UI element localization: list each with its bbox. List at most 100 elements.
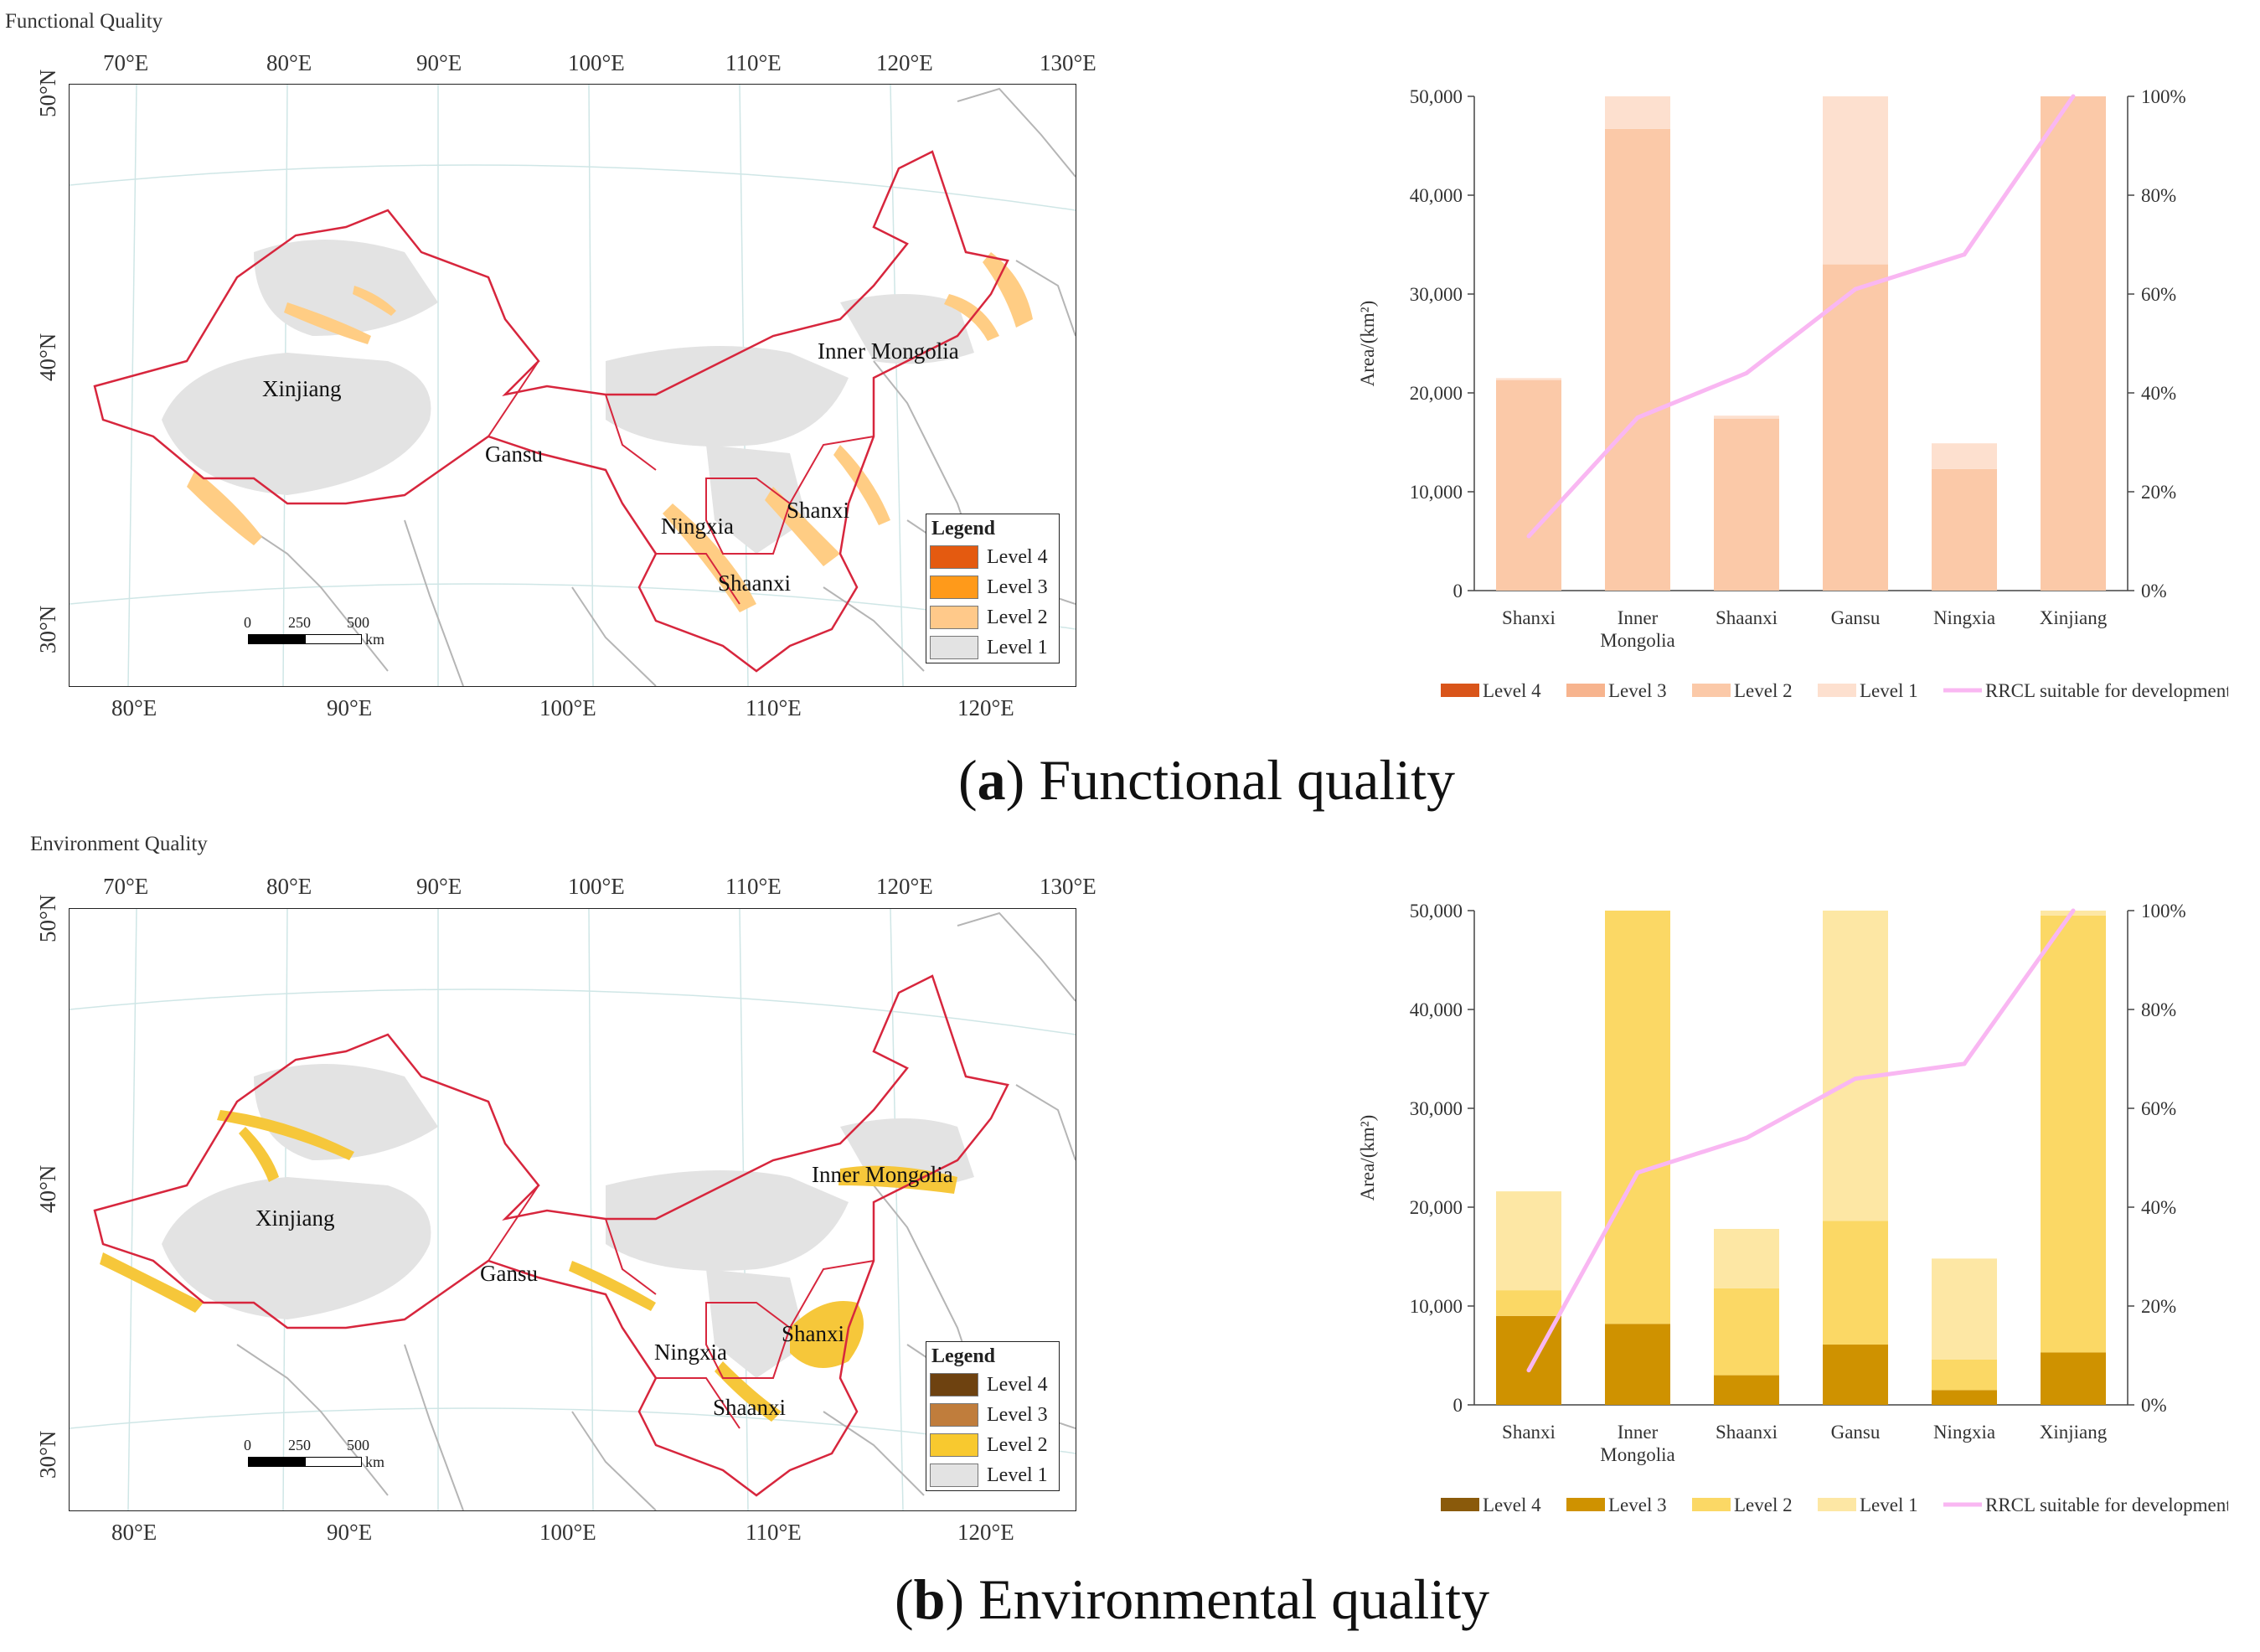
y2-tick-label: 60% — [2141, 1098, 2176, 1119]
legend-title: Legend — [931, 518, 996, 539]
lat-left-tick: 50°N — [35, 894, 60, 942]
legend-swatch — [1566, 1498, 1605, 1511]
lon-bottom-tick: 110°E — [746, 1520, 802, 1545]
x-tick-label: Ningxia — [1933, 607, 1995, 628]
legend-swatch — [930, 545, 978, 569]
y2-tick-label: 40% — [2141, 1197, 2176, 1218]
legend-label: Level 1 — [1860, 1495, 1918, 1515]
legend-item: Level 4 — [926, 542, 1059, 572]
lon-bottom-tick: 120°E — [957, 1520, 1014, 1545]
region-label-shaanxi: Shaanxi — [713, 1395, 786, 1420]
legend-swatch — [930, 1373, 978, 1396]
legend-swatch — [930, 576, 978, 599]
bar-segment — [1496, 378, 1561, 380]
legend-label: Level 3 — [987, 576, 1048, 598]
scale-bar-dark — [248, 634, 305, 644]
bar-line-chart: 0 10,000 20,000 30,000 40,000 50,000 0% 20% 40% 6… — [1357, 901, 2228, 1515]
legend-swatch — [1818, 684, 1856, 697]
line-point — [2071, 94, 2076, 99]
x-tick-label: Inner Mongolia — [1600, 1422, 1674, 1465]
bar-segment — [1932, 1390, 1997, 1405]
line-point — [1962, 252, 1967, 257]
legend-swatch — [930, 1403, 978, 1427]
lon-top-tick: 110°E — [725, 50, 782, 75]
bar-segment — [1932, 468, 1997, 591]
bar-segment — [1714, 416, 1779, 419]
legend-label: Level 1 — [987, 636, 1048, 658]
bar-segment — [1496, 379, 1561, 591]
province-boundaries — [488, 1185, 875, 1429]
legend-swatch — [930, 1464, 978, 1487]
y-tick-label: 0 — [1453, 1395, 1463, 1416]
x-tick-label: Inner Mongolia — [1600, 607, 1674, 651]
y-tick-label: 50,000 — [1410, 86, 1463, 107]
legend-title: Legend — [931, 1345, 996, 1367]
legend-item: Level 4 — [926, 1370, 1059, 1400]
legend-item: Level 1 — [926, 1460, 1059, 1490]
line-point — [1744, 370, 1749, 375]
legend-swatch — [1692, 1498, 1731, 1511]
legend-label: Level 4 — [987, 545, 1048, 568]
caption: (a) Functional quality — [958, 748, 1456, 812]
line-point — [1635, 416, 1640, 420]
region-label-inner-mongolia: Inner Mongolia — [818, 338, 959, 364]
lat-left-tick: 40°N — [35, 333, 60, 381]
legend-label: Level 2 — [1734, 680, 1793, 701]
y-tick-label: 50,000 — [1410, 901, 1463, 922]
line-series — [1526, 909, 2076, 1371]
lon-bottom-tick: 80°E — [111, 1520, 157, 1545]
lat-left-tick: 40°N — [35, 1164, 60, 1213]
x-tick-label-line: Shanxi — [1502, 1422, 1556, 1443]
x-tick-label-line: Xinjiang — [2040, 607, 2108, 628]
bar-segment — [1932, 1359, 1997, 1391]
lon-bottom-tick: 110°E — [746, 695, 802, 720]
bar-segment — [2041, 1352, 2106, 1405]
lon-top-tick: 110°E — [725, 874, 782, 899]
x-tick-label-line: Shanxi — [1502, 607, 1556, 628]
bar-segment — [1932, 1258, 1997, 1360]
legend-label: RRCL suitable for development — [1985, 680, 2228, 701]
lon-top-tick: 90°E — [416, 874, 462, 899]
lon-top-tick: 120°E — [876, 874, 933, 899]
legend-label: Level 2 — [987, 606, 1048, 628]
scale-bar-dark — [248, 1457, 305, 1467]
x-tick-label-line: Shaanxi — [1716, 607, 1778, 628]
x-tick-label-line: Gansu — [1831, 607, 1881, 628]
scale-label: 0 — [244, 1437, 251, 1453]
bar-segment — [1823, 96, 1888, 265]
lon-bottom-tick: 90°E — [327, 1520, 373, 1545]
map-canvas — [70, 909, 1076, 1510]
legend-item: Level 1 — [926, 632, 1059, 663]
legend-item: Level 2 — [926, 602, 1059, 632]
x-tick-label-line: Inner — [1618, 1422, 1659, 1443]
line-series — [1527, 95, 2076, 538]
map-frame: Xinjiang Gansu Inner Mongolia Ningxia Sh… — [69, 84, 1076, 687]
y2-tick-label: 60% — [2141, 284, 2176, 305]
map-canvas — [70, 85, 1076, 686]
lon-top-tick: 90°E — [416, 50, 462, 75]
line-point — [2071, 908, 2076, 913]
lat-left-tick: 30°N — [35, 1430, 60, 1479]
legend-label: Level 1 — [987, 1464, 1048, 1486]
region-label-shaanxi: Shaanxi — [718, 570, 791, 596]
x-tick-label-line: Shaanxi — [1716, 1422, 1778, 1443]
line-point — [1853, 1076, 1858, 1082]
line-point — [1635, 1170, 1640, 1175]
region-label-gansu: Gansu — [480, 1261, 538, 1286]
legend-label: Level 3 — [987, 1403, 1048, 1426]
scale-label: 500 — [347, 614, 369, 631]
x-tick-label-line: Ningxia — [1933, 607, 1995, 628]
lon-bottom-tick: 80°E — [111, 695, 157, 720]
caption-text: Environmental quality — [964, 1567, 1490, 1631]
caption-text: Functional quality — [1024, 748, 1456, 812]
y2-tick-label: 100% — [2141, 901, 2186, 922]
lon-bottom-tick: 100°E — [539, 1520, 596, 1545]
y2-tick-label: 80% — [2141, 999, 2176, 1020]
y2-tick-label: 0% — [2141, 1395, 2167, 1416]
region-label-shanxi: Shanxi — [787, 498, 850, 523]
bar-segment — [2041, 915, 2106, 1353]
region-label-ningxia: Ningxia — [661, 514, 734, 539]
scale-label: 250 — [288, 614, 311, 631]
legend-label: Level 2 — [987, 1433, 1048, 1456]
map-title: Environment Quality — [30, 833, 208, 855]
